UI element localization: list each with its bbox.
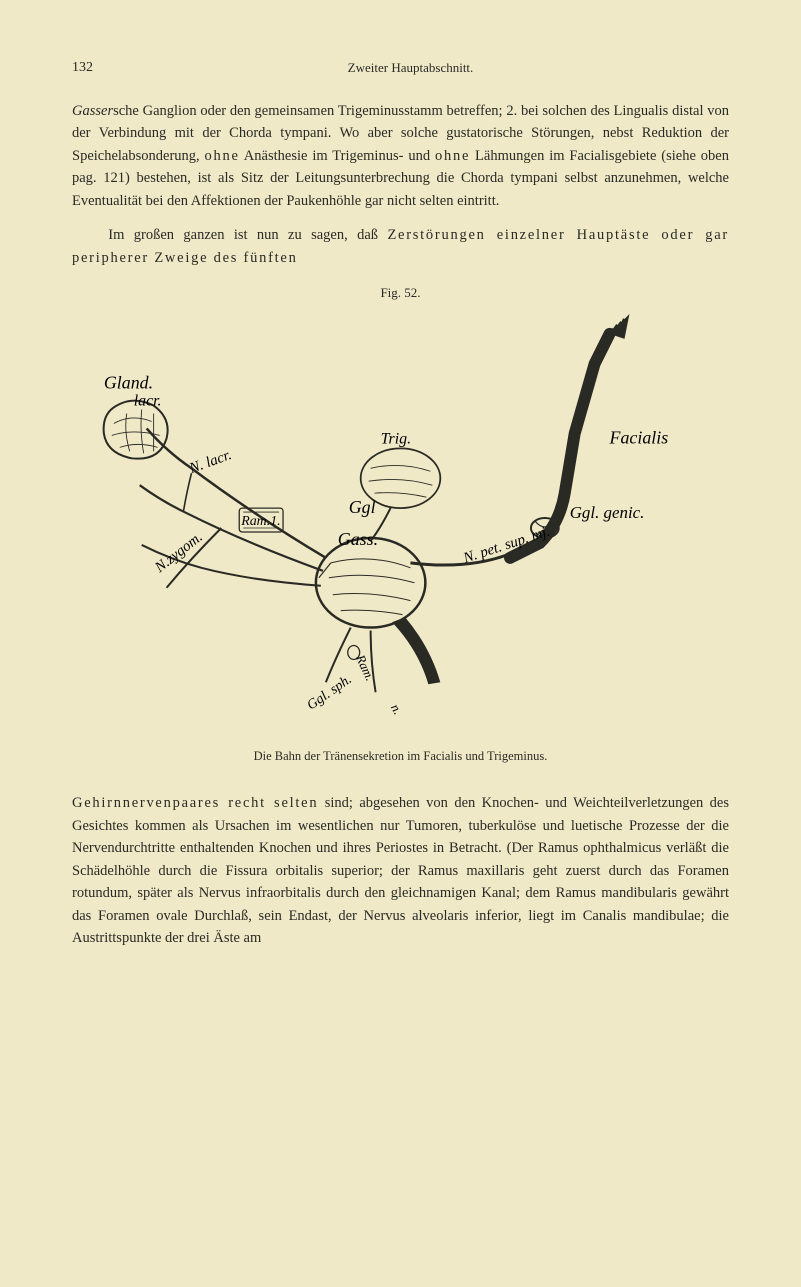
fig-label-gland: Gland.: [104, 373, 153, 393]
section-title: Zweiter Hauptabschnitt.: [348, 60, 474, 76]
fig-label-ggl-sph: Ggl. sph.: [305, 672, 355, 713]
p3-rest: sind; abgesehen von den Knochen- und Wei…: [72, 795, 729, 946]
p1-spaced-1: ohne: [205, 148, 240, 164]
paragraph-1: Gassersche Ganglion oder den gemeinsamen…: [72, 100, 729, 212]
fig-label-ram1: Ram.1.: [240, 514, 280, 529]
p2-pre: Im großen ganzen ist nun zu sagen, daß: [108, 227, 387, 243]
figure-caption-top: Fig. 52.: [72, 285, 729, 301]
p1-spaced-2: ohne: [435, 148, 470, 164]
fig-label-facialis: Facialis: [609, 428, 669, 448]
fig-label-gglgenic: Ggl. genic.: [570, 503, 645, 522]
paragraph-2: Im großen ganzen ist nun zu sagen, daß Z…: [72, 224, 729, 269]
fig-label-lacr: lacr.: [134, 393, 162, 410]
fig-label-trig: Trig.: [381, 431, 412, 448]
fig-label-nlacr: N. lacr.: [186, 447, 233, 477]
anatomical-figure: N. pet. sup. mj. Trig.: [72, 313, 729, 743]
paragraph-3: Gehirnnervenpaares recht selten sind; ab…: [72, 792, 729, 949]
fig-label-ggl: Ggl: [349, 497, 376, 517]
p1-italic-lead: Gasser: [72, 103, 113, 119]
page-number: 132: [72, 60, 93, 76]
fig-label-ram: Ram.: [353, 652, 378, 684]
p1-mid1: Anästhesie im Trigeminus- und: [240, 148, 435, 164]
p3-spaced: Gehirnnervenpaares recht selten: [72, 795, 318, 811]
fig-label-gass: Gass.: [338, 529, 378, 549]
fig-label-sub: n.: [388, 701, 406, 717]
page-header: 132 Zweiter Hauptabschnitt.: [72, 60, 729, 76]
figure-svg: N. pet. sup. mj. Trig.: [72, 313, 729, 743]
figure-caption-bottom: Die Bahn der Tränensekretion im Facialis…: [72, 749, 729, 764]
header-spacer: [728, 60, 729, 76]
